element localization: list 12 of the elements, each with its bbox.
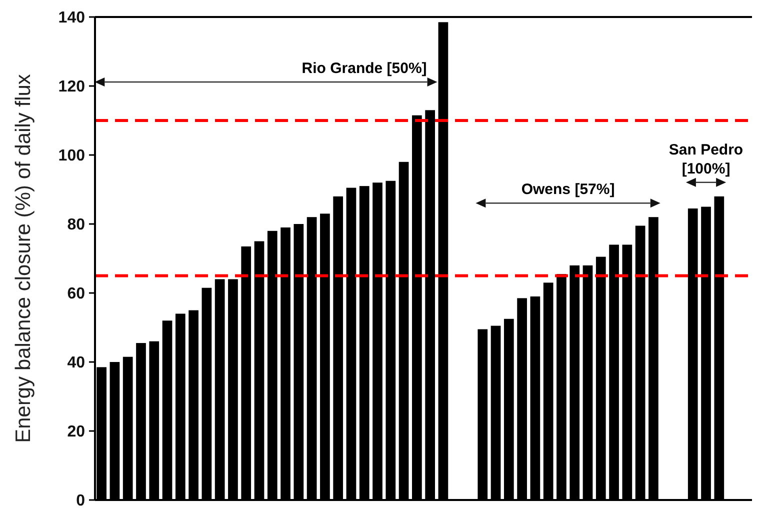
y-tick-label: 120 bbox=[58, 78, 86, 96]
y-tick-label: 80 bbox=[67, 216, 86, 234]
y-tick-label: 40 bbox=[67, 354, 86, 372]
series-label: San Pedro [100%] bbox=[668, 141, 744, 178]
series-label: Rio Grande [50%] bbox=[302, 60, 427, 77]
y-tick-label: 60 bbox=[67, 286, 86, 303]
text: Owens [57%] bbox=[521, 181, 615, 198]
y-tick-label: 20 bbox=[67, 424, 86, 441]
y-tick-label: 140 bbox=[58, 10, 86, 27]
y-tick-label: 0 bbox=[76, 492, 86, 508]
y-axis-title: Energy balance closure (%) of daily flux bbox=[12, 74, 35, 443]
y-tick-label: 100 bbox=[58, 148, 86, 165]
